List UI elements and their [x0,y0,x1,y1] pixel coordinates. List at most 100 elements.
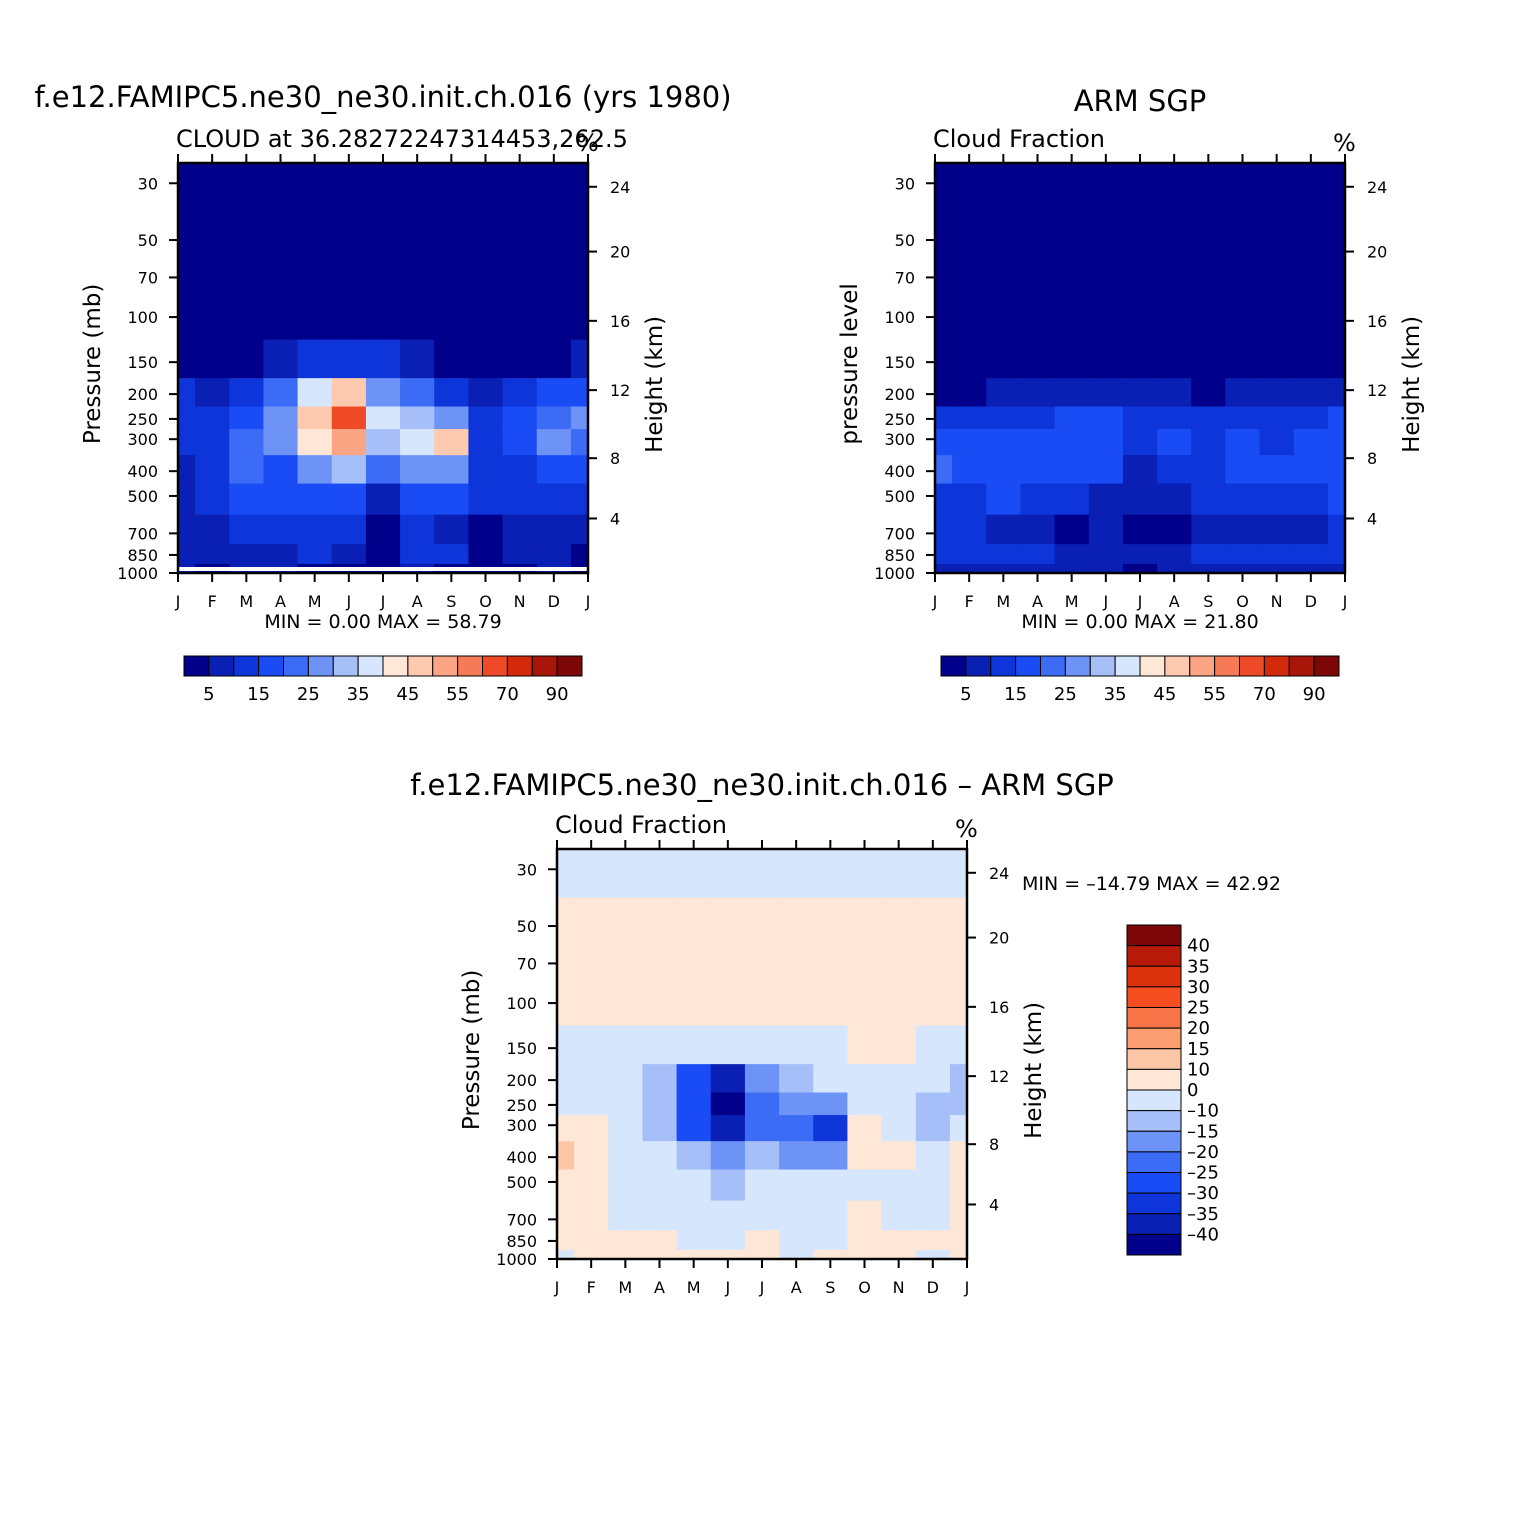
colorbar-label: 55 [1203,684,1226,705]
colorbar-box [1214,655,1241,677]
heatmap-cell [779,1141,814,1171]
heatmap-cell [881,1115,917,1142]
heatmap-cell [986,297,1022,341]
heatmap-cell [502,514,538,545]
heatmap-cell [195,378,230,408]
heatmap-cell [229,211,265,260]
heatmap-cell [881,1025,917,1065]
heatmap-cell [710,1141,746,1171]
heatmap-cell [949,897,968,946]
heatmap-cell [468,258,504,298]
colorbar-label: 20 [1187,1018,1210,1039]
heatmap-cell [1122,483,1158,516]
heatmap-cell [1122,339,1158,379]
heatmap-cell [574,1249,609,1260]
y2-tick-label: 20 [989,929,1009,948]
heatmap-cell [1191,483,1227,516]
heatmap-cell [557,944,575,984]
heatmap-cell [1191,339,1227,379]
heatmap-cell [915,1230,951,1251]
heatmap-cell [881,1249,917,1260]
heatmap-cell [263,211,299,260]
x-tick-label: N [893,1278,905,1297]
heatmap-cell [779,849,814,899]
heatmap-cell [574,897,609,946]
colorbar-box [990,655,1017,677]
heatmap-cell [847,1230,883,1251]
heatmap-cell [608,1025,644,1065]
heatmap-cell [502,483,538,516]
colorbar-box [1126,1068,1182,1091]
heatmap-cell [1191,429,1227,456]
heatmap-cell [642,1025,678,1065]
heatmap-cell [710,1249,746,1260]
heatmap-cell [935,378,953,408]
heatmap-cell [1157,563,1192,574]
colorbar-label: 70 [496,684,519,705]
colorbar-label: –40 [1187,1224,1219,1245]
colorbar-box [1114,655,1141,677]
panel-subtitle: Cloud Fraction [555,811,727,839]
heatmap-cell [297,483,333,516]
heatmap-cell [1293,544,1329,565]
x-tick-label: S [825,1278,835,1297]
heatmap-cell [536,406,572,430]
heatmap-cell [400,406,435,430]
heatmap-cell [570,258,589,298]
heatmap-cell [1122,406,1158,430]
x-tick-label: J [1342,592,1348,611]
heatmap-cell [915,1025,951,1065]
panel-title: f.e12.FAMIPC5.ne30_ne30.init.ch.016 (yrs… [34,80,731,114]
heatmap-cell [178,483,196,516]
heatmap-cell [468,483,504,516]
x-tick-label: A [412,592,423,611]
y2-tick-label: 8 [1367,449,1377,468]
y-tick-label: 300 [506,1116,537,1135]
heatmap-cell [1122,297,1158,341]
heatmap-cell [570,514,589,545]
heatmap-cell [608,983,644,1027]
heatmap-cell [263,514,299,545]
y-tick-label: 1000 [117,564,158,583]
heatmap-cell [949,1092,968,1116]
heatmap-cell [935,544,953,565]
heatmap-cell [986,378,1022,408]
heatmap-cell [434,544,470,565]
heatmap-cell [502,455,538,485]
y-tick-label: 400 [127,462,158,481]
heatmap-cell [1259,297,1295,341]
colorbar-box [1126,1192,1182,1215]
heatmap-cell [986,339,1022,379]
colorbar-box [233,655,260,677]
heatmap-cell [229,544,265,565]
colorbar-box [1126,1213,1182,1235]
heatmap-cell [195,455,230,485]
x-tick-label: J [345,592,351,611]
heatmap-cell [935,297,953,341]
heatmap-cell [1327,514,1346,545]
heatmap-cell [178,406,196,430]
y-tick-label: 250 [127,410,158,429]
panel-subtitle: Cloud Fraction [933,125,1105,153]
colorbar-box [1239,655,1265,677]
y-axis-label: Pressure (mb) [459,970,485,1130]
heatmap-cell [676,1200,712,1231]
colorbar-box [1126,945,1182,967]
heatmap-cell [557,1200,575,1231]
x-tick-label: M [996,592,1010,611]
heatmap-cell [1020,297,1056,341]
colorbar-box [258,655,285,677]
colorbar-label: 5 [960,684,971,705]
heatmap-cell [1122,258,1158,298]
heatmap-cell [847,897,883,946]
heatmap-cell [949,1115,968,1142]
heatmap-cell [195,258,230,298]
heatmap-cell [1157,429,1192,456]
heatmap-cell [195,339,230,379]
heatmap-cell [1157,544,1192,565]
heatmap-cell [1054,563,1090,574]
heatmap-cell [813,1200,849,1231]
heatmap-cell [710,1092,746,1116]
heatmap-cell [1259,514,1295,545]
